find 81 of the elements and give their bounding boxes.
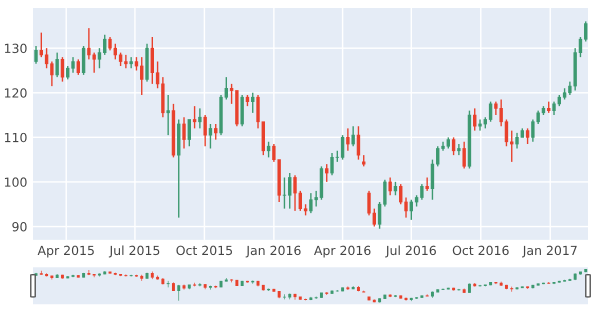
y-tick-label: 130 bbox=[4, 44, 27, 54]
candlestick bbox=[510, 130, 514, 163]
candlestick bbox=[203, 114, 207, 147]
candlestick bbox=[129, 56, 133, 69]
candlestick bbox=[425, 176, 429, 192]
candlestick bbox=[399, 183, 402, 205]
candlestick bbox=[547, 100, 550, 114]
x-tick-label: Jul 2016 bbox=[385, 245, 436, 258]
candlestick bbox=[266, 141, 270, 158]
candlestick bbox=[362, 154, 366, 168]
candlestick bbox=[224, 76, 228, 100]
candlestick bbox=[488, 100, 492, 122]
candlestick bbox=[526, 128, 530, 145]
candlestick bbox=[325, 163, 328, 183]
candlestick bbox=[436, 146, 440, 168]
candlestick bbox=[340, 134, 344, 160]
candlestick bbox=[372, 208, 376, 228]
candlestick bbox=[367, 190, 371, 216]
candlestick bbox=[103, 34, 106, 56]
x-tick-label: Jan 2017 bbox=[522, 246, 577, 258]
candlestick bbox=[92, 52, 96, 74]
candlestick bbox=[356, 126, 360, 160]
candlestick bbox=[55, 52, 59, 78]
x-tick-label: Jan 2016 bbox=[246, 246, 301, 258]
candlestick bbox=[98, 47, 102, 69]
candlestick bbox=[473, 108, 476, 132]
candlestick bbox=[346, 128, 350, 152]
candlestick bbox=[34, 45, 38, 64]
candlestick bbox=[484, 116, 488, 130]
candlestick bbox=[494, 100, 498, 116]
candlestick bbox=[584, 20, 588, 42]
candlestick bbox=[552, 100, 556, 116]
candlestick bbox=[309, 192, 313, 214]
candlestick bbox=[298, 190, 302, 212]
candlestick bbox=[446, 136, 450, 150]
candlestick bbox=[394, 181, 398, 196]
candlestick bbox=[251, 92, 254, 114]
candlestick bbox=[76, 58, 80, 76]
candlestick bbox=[388, 176, 392, 196]
candlestick bbox=[71, 56, 75, 74]
candlestick bbox=[304, 204, 308, 216]
candlestick bbox=[293, 174, 297, 212]
candlestick bbox=[282, 176, 286, 210]
y-tick-label: 120 bbox=[4, 88, 27, 98]
y-tick-label: 110 bbox=[4, 132, 27, 142]
candlestick bbox=[515, 132, 519, 150]
candlestick bbox=[462, 141, 466, 170]
candlestick bbox=[198, 108, 202, 130]
x-tick-label: Apr 2016 bbox=[314, 246, 371, 258]
candlestick bbox=[40, 32, 44, 58]
y-tick-label: 100 bbox=[4, 177, 27, 187]
candlestick bbox=[192, 105, 196, 130]
x-tick-label: Oct 2015 bbox=[176, 246, 232, 256]
x-tick-label: Oct 2016 bbox=[452, 246, 509, 256]
candlestick bbox=[66, 65, 70, 80]
candlestick bbox=[478, 118, 482, 132]
candlestick bbox=[140, 56, 144, 96]
candlestick bbox=[114, 43, 118, 60]
candlestick bbox=[87, 27, 91, 60]
candlestick bbox=[457, 143, 461, 156]
candlestick bbox=[166, 94, 170, 136]
candlestick bbox=[60, 56, 64, 82]
candlestick bbox=[330, 152, 334, 176]
x-tick-label: Apr 2015 bbox=[38, 246, 94, 258]
candlestick bbox=[134, 56, 138, 72]
candlestick bbox=[558, 94, 562, 107]
candlestick bbox=[410, 199, 414, 221]
candlestick bbox=[246, 94, 250, 107]
candlestick bbox=[208, 123, 212, 150]
y-tick-label: 90 bbox=[12, 222, 27, 232]
candlestick bbox=[182, 116, 186, 150]
candlestick bbox=[531, 118, 535, 142]
candlestick bbox=[272, 143, 276, 163]
candlestick bbox=[351, 126, 355, 147]
candlestick bbox=[452, 136, 456, 156]
candlestick bbox=[404, 196, 408, 218]
candlestick bbox=[214, 123, 218, 140]
candlestick bbox=[336, 150, 340, 163]
candlestick bbox=[188, 118, 192, 147]
x-tick-label: Jul 2015 bbox=[108, 245, 160, 258]
candlestick bbox=[288, 172, 292, 210]
